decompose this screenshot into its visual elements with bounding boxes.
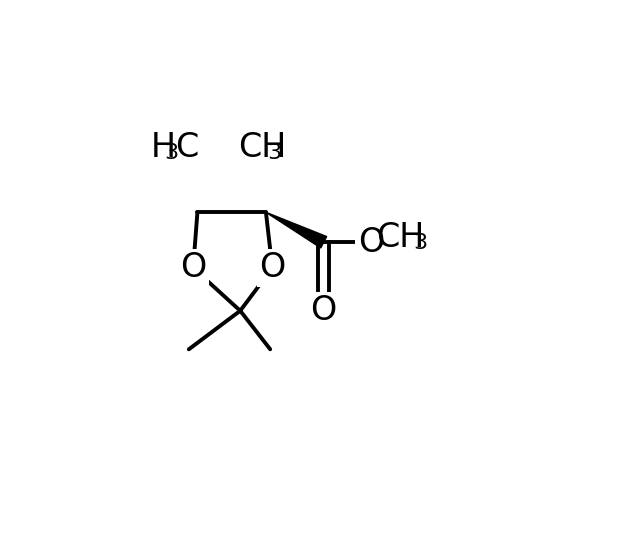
Text: O: O [180,251,206,285]
Text: C: C [175,131,198,163]
Text: O: O [358,226,384,259]
Text: CH: CH [238,131,286,163]
Text: O: O [259,251,285,285]
Text: H: H [150,131,175,163]
Text: 3: 3 [267,143,281,163]
Polygon shape [266,212,326,248]
Text: O: O [310,294,337,327]
Text: CH: CH [376,221,424,254]
Text: 3: 3 [164,143,179,163]
Text: 3: 3 [413,233,428,253]
